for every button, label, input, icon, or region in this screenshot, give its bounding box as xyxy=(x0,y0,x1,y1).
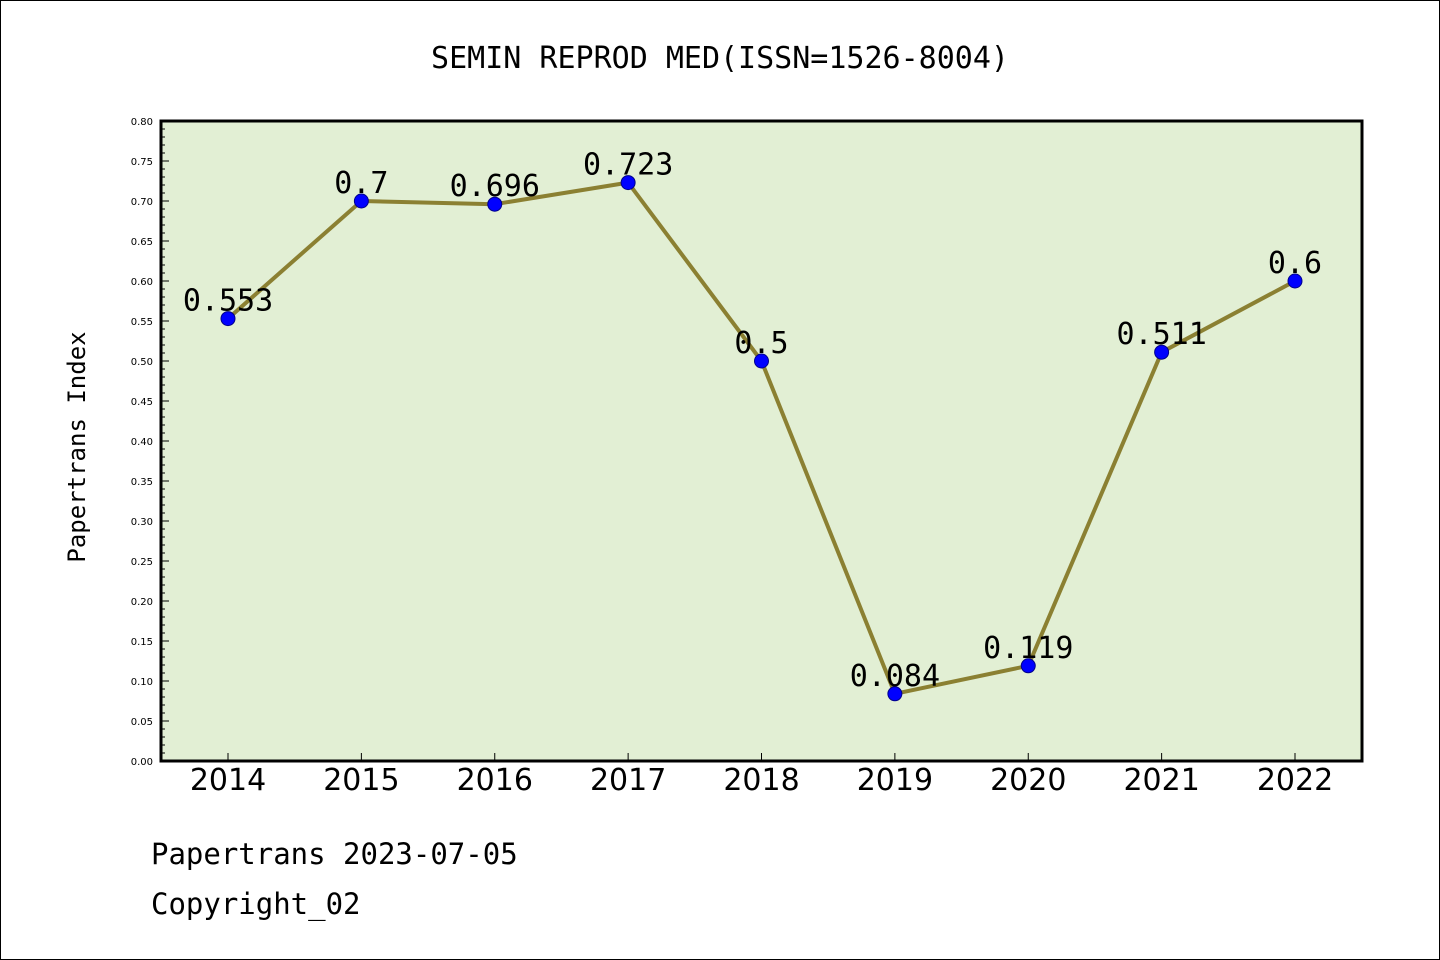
data-point-marker xyxy=(220,311,236,327)
y-tick-label: 0.40 xyxy=(131,437,153,448)
y-tick-label: 0.45 xyxy=(131,397,153,408)
footer-copyright: Copyright_02 xyxy=(151,887,361,921)
y-tick-label: 0.80 xyxy=(131,117,153,128)
data-label: 0.5 xyxy=(734,326,788,361)
data-label: 0.6 xyxy=(1268,246,1322,281)
data-point-marker xyxy=(1154,344,1170,360)
x-tick-label: 2017 xyxy=(590,763,666,798)
data-point-marker xyxy=(1287,273,1303,289)
y-tick-label: 0.05 xyxy=(131,717,153,728)
y-tick-label: 0.15 xyxy=(131,637,153,648)
data-markers xyxy=(220,175,1303,702)
plot-frame xyxy=(159,119,1364,763)
plot-area xyxy=(161,121,1362,761)
data-point-marker xyxy=(887,686,903,702)
data-label: 0.696 xyxy=(450,169,540,204)
x-tick-label: 2019 xyxy=(857,763,933,798)
y-tick-label: 0.35 xyxy=(131,477,153,488)
y-tick-label: 0.20 xyxy=(131,597,153,608)
footer-date: Papertrans 2023-07-05 xyxy=(151,837,518,871)
y-tick-label: 0.55 xyxy=(131,317,153,328)
data-point-marker xyxy=(620,175,636,191)
y-tick-label: 0.65 xyxy=(131,237,153,248)
data-label: 0.723 xyxy=(583,148,673,183)
data-point-marker xyxy=(487,196,503,212)
data-point-marker xyxy=(1020,658,1036,674)
y-tick-label: 0.30 xyxy=(131,517,153,528)
x-tick-label: 2020 xyxy=(990,763,1066,798)
data-point-marker xyxy=(754,353,769,369)
x-tick-label: 2014 xyxy=(190,763,266,798)
y-tick-label: 0.75 xyxy=(131,157,153,168)
data-label: 0.553 xyxy=(183,284,273,319)
x-tick-label: 2022 xyxy=(1257,763,1333,798)
y-axis: 0.00 0.05 0.10 0.15 0.20 0.25 0.30 0.35 0.40 0.45… xyxy=(131,117,169,768)
x-tick-label: 2021 xyxy=(1123,763,1199,798)
y-tick-label: 0.25 xyxy=(131,557,153,568)
y-tick-label: 0.60 xyxy=(131,277,153,288)
data-point-marker xyxy=(353,193,369,209)
data-label: 0.511 xyxy=(1116,317,1206,352)
y-axis-label: Papertrans Index xyxy=(63,331,91,562)
data-label: 0.119 xyxy=(983,631,1073,666)
x-tick-label: 2018 xyxy=(723,763,799,798)
x-axis: 2014 2015 2016 2017 2018 2019 2020 2021 2022 xyxy=(190,753,1333,798)
data-label: 0.7 xyxy=(334,166,388,201)
y-tick-label: 0.70 xyxy=(131,197,153,208)
chart-title: SEMIN REPROD MED(ISSN=1526-8004) xyxy=(431,41,1009,76)
data-label: 0.084 xyxy=(850,659,940,694)
data-labels: 0.553 0.7 0.696 0.723 0.5 0.084 0.119 0.511 0.6 xyxy=(183,148,1322,694)
y-tick-label: 0.10 xyxy=(131,677,153,688)
x-tick-label: 2015 xyxy=(323,763,399,798)
y-tick-label: 0.00 xyxy=(131,757,153,768)
y-tick-label: 0.50 xyxy=(131,357,153,368)
x-tick-label: 2016 xyxy=(457,763,533,798)
